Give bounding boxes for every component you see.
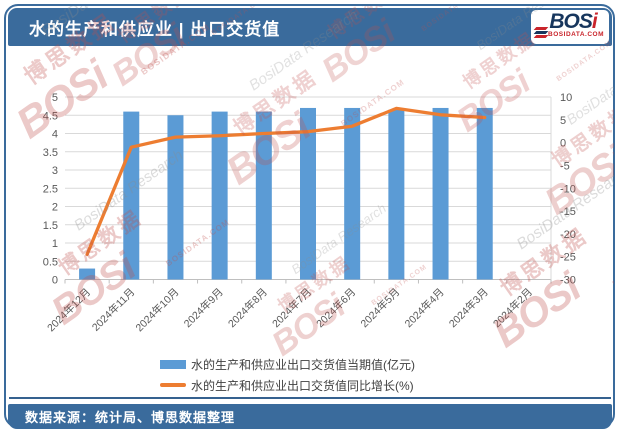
left-axis-tick-label: 4.5 <box>43 110 58 122</box>
x-axis-category-label: 2024年12月 <box>44 285 93 334</box>
left-axis-tick-label: 4 <box>52 129 58 141</box>
bar <box>388 109 405 280</box>
bar <box>167 115 184 280</box>
right-axis-tick-label: -10 <box>560 183 576 195</box>
logo-stripes-icon <box>533 26 549 39</box>
logo-i: i <box>591 10 598 33</box>
right-axis-tick-label: -30 <box>560 275 576 287</box>
left-axis-tick-label: 2.5 <box>43 183 58 195</box>
data-source: 数据来源：统计局、博思数据整理 <box>25 410 236 425</box>
x-axis-category-label: 2024年4月 <box>402 285 447 330</box>
left-axis-tick-label: 2 <box>52 202 58 214</box>
x-axis-category-label: 2024年2月 <box>490 285 535 330</box>
footer-band: 数据来源：统计局、博思数据整理 <box>8 404 612 429</box>
left-axis-tick-label: 0 <box>52 275 58 287</box>
legend-item-line: 水的生产和供应业出口交货值同比增长(%) <box>160 375 460 395</box>
x-axis-category-label: 2024年9月 <box>181 285 226 330</box>
left-axis-tick-label: 1.5 <box>43 220 58 232</box>
right-axis-tick-label: -25 <box>560 252 576 264</box>
right-axis-tick-label: 0 <box>560 138 566 150</box>
legend-label-bar: 水的生产和供应业出口交货值当期值(亿元) <box>191 357 415 372</box>
bosi-logo: BOSi BOSIDATA.COM <box>531 10 609 44</box>
left-axis-tick-label: 3 <box>52 165 58 177</box>
left-axis-tick-label: 1 <box>52 238 58 250</box>
right-axis-tick-label: -5 <box>560 160 570 172</box>
chart-area: 0 0.5 1 1.5 2 2.5 3 3.5 4 4.5 5 10 5 0 -5 -10 -15 -20 -25 -… <box>9 46 611 399</box>
right-axis-tick-label: 5 <box>560 115 566 127</box>
line-series <box>85 106 487 257</box>
right-axis-tick-label: -15 <box>560 206 576 218</box>
x-axis-category-label: 2024年6月 <box>314 285 359 330</box>
legend: 水的生产和供应业出口交货值当期值(亿元) 水的生产和供应业出口交货值同比增长(%… <box>9 354 611 395</box>
x-axis-category-label: 2024年3月 <box>446 285 491 330</box>
bar <box>211 111 228 280</box>
bar <box>79 268 96 280</box>
x-axis-category-label: 2024年10月 <box>133 285 182 334</box>
legend-label-line: 水的生产和供应业出口交货值同比增长(%) <box>191 378 414 393</box>
x-axis-category-label: 2024年8月 <box>225 285 270 330</box>
x-axis-category-label: 2024年11月 <box>89 285 137 333</box>
left-axis-tick-label: 3.5 <box>43 147 58 159</box>
bar <box>344 107 361 280</box>
logo-text: BOSi <box>531 11 609 33</box>
line-series-swatch <box>160 383 186 387</box>
bar <box>123 111 140 280</box>
bar <box>432 107 449 280</box>
right-axis-tick-label: -20 <box>560 229 576 241</box>
chart-svg: 0 0.5 1 1.5 2 2.5 3 3.5 4 4.5 5 10 5 0 -5 -10 -15 -20 -25 -… <box>43 92 576 334</box>
bar <box>255 111 272 280</box>
header-band: 水的生产和供应业 | 出口交货值 BOSi BOSIDATA.COM <box>8 8 612 46</box>
logo-site: BOSIDATA.COM <box>548 31 604 38</box>
left-axis-tick-label: 5 <box>52 92 58 104</box>
bar-series-swatch <box>160 359 186 369</box>
x-axis-category-label: 2024年7月 <box>269 285 314 330</box>
bar <box>300 107 316 280</box>
bar <box>476 107 493 280</box>
left-axis-tick-label: 0.5 <box>43 256 58 268</box>
right-axis-tick-label: 10 <box>560 92 572 104</box>
page-title: 水的生产和供应业 | 出口交货值 <box>29 19 281 39</box>
x-axis-category-label: 2024年5月 <box>358 285 403 330</box>
legend-item-bar: 水的生产和供应业出口交货值当期值(亿元) <box>160 354 460 374</box>
logo-bos: BOS <box>549 10 593 33</box>
